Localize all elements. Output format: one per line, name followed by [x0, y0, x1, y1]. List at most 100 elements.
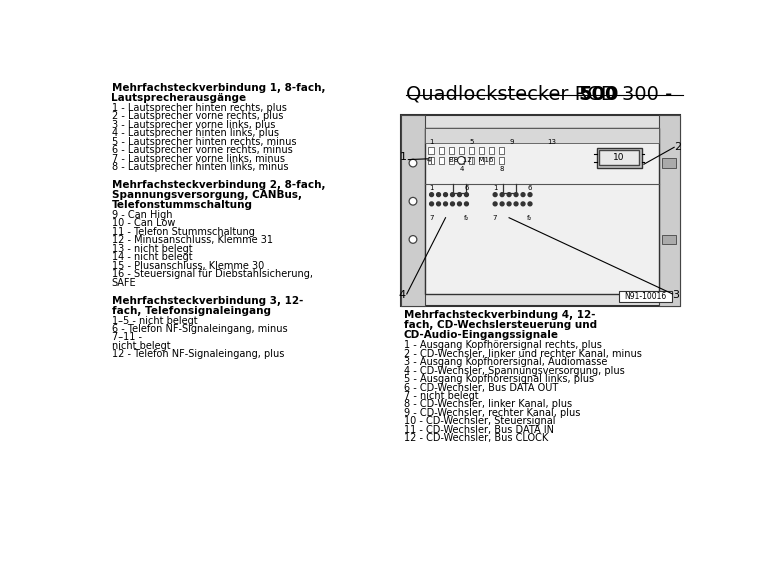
Text: 11 - Telefon Stummschaltung: 11 - Telefon Stummschaltung [111, 227, 254, 237]
Bar [458, 157, 464, 164]
Bar [429, 157, 434, 164]
Bar [599, 150, 639, 165]
Text: 4|: 4| [427, 157, 434, 164]
Circle shape [521, 202, 525, 206]
Bar [499, 147, 505, 154]
Text: 12 - Telefon NF-Signaleingang, plus: 12 - Telefon NF-Signaleingang, plus [111, 350, 284, 359]
Text: 6 - CD-Wechsler, Bus DATA OUT: 6 - CD-Wechsler, Bus DATA OUT [404, 382, 558, 392]
Bar [662, 235, 676, 244]
Circle shape [528, 202, 532, 206]
Circle shape [500, 202, 504, 206]
Text: 13 - nicht belegt: 13 - nicht belegt [111, 244, 192, 254]
Circle shape [514, 202, 518, 206]
Text: 1 - Ausgang Kopfhörersignal rechts, plus: 1 - Ausgang Kopfhörersignal rechts, plus [404, 340, 601, 350]
Circle shape [528, 193, 532, 196]
Circle shape [409, 159, 417, 167]
Text: fach, Telefonsignaleingang: fach, Telefonsignaleingang [111, 305, 270, 316]
Text: 3 - Lautsprecher vorne links, plus: 3 - Lautsprecher vorne links, plus [111, 120, 275, 130]
Text: nicht belegt: nicht belegt [111, 341, 170, 351]
Text: f₂: f₂ [464, 215, 469, 221]
Text: 3 - Ausgang Kopfhörersignal, Audiomasse: 3 - Ausgang Kopfhörersignal, Audiomasse [404, 357, 607, 367]
Circle shape [451, 193, 455, 196]
Text: 10: 10 [614, 153, 625, 162]
Circle shape [429, 193, 433, 196]
Text: 7–11 -: 7–11 - [111, 332, 141, 343]
Text: 12 - Minusanschluss, Klemme 31: 12 - Minusanschluss, Klemme 31 [111, 236, 273, 245]
Circle shape [409, 236, 417, 243]
Circle shape [409, 198, 417, 205]
Bar [449, 157, 454, 164]
Text: 4 - CD-Wechsler, Spannungsversorgung, plus: 4 - CD-Wechsler, Spannungsversorgung, pl… [404, 366, 624, 376]
Text: 16 - Steuersignal für Diebstahlsicherung,: 16 - Steuersignal für Diebstahlsicherung… [111, 270, 313, 279]
Text: 5 - Lautsprecher hinten rechts, minus: 5 - Lautsprecher hinten rechts, minus [111, 137, 296, 147]
Circle shape [458, 157, 465, 164]
Text: Quadlockstecker RCD 300 -: Quadlockstecker RCD 300 - [406, 85, 678, 104]
Circle shape [493, 202, 497, 206]
Circle shape [514, 193, 518, 196]
Bar [468, 157, 474, 164]
Text: 2: 2 [674, 142, 680, 152]
Text: 7: 7 [493, 215, 498, 221]
Text: 7 - nicht belegt: 7 - nicht belegt [404, 391, 478, 401]
Bar [425, 128, 660, 143]
Circle shape [458, 193, 462, 196]
Bar [660, 115, 680, 306]
Bar [479, 157, 485, 164]
Text: 7: 7 [429, 215, 434, 221]
Text: 500: 500 [578, 85, 618, 104]
Bar [449, 147, 454, 154]
Text: 9 - Can High: 9 - Can High [111, 210, 172, 220]
Text: 2 - CD-Wechsler, linker und rechter Kanal, minus: 2 - CD-Wechsler, linker und rechter Kana… [404, 348, 641, 359]
Circle shape [437, 202, 441, 206]
Text: Mehrfachsteckverbindung 2, 8-fach,: Mehrfachsteckverbindung 2, 8-fach, [111, 180, 325, 190]
Bar [439, 157, 444, 164]
Circle shape [493, 193, 497, 196]
Text: fach, CD-Wechslersteuerung und: fach, CD-Wechslersteuerung und [404, 320, 597, 330]
Bar [662, 158, 676, 168]
Text: 1: 1 [400, 151, 407, 161]
Text: 1: 1 [429, 185, 434, 191]
Text: 10 - Can Low: 10 - Can Low [111, 218, 175, 229]
Circle shape [500, 193, 504, 196]
Text: 1: 1 [493, 185, 498, 191]
Circle shape [458, 202, 462, 206]
Bar [401, 115, 680, 306]
Text: 8 - Lautsprecher hinten links, minus: 8 - Lautsprecher hinten links, minus [111, 162, 288, 172]
Text: 6 - Telefon NF-Signaleingang, minus: 6 - Telefon NF-Signaleingang, minus [111, 324, 287, 334]
Bar [439, 147, 444, 154]
Text: f₂: f₂ [528, 215, 533, 221]
Text: 2 - Lautsprecher vorne rechts, plus: 2 - Lautsprecher vorne rechts, plus [111, 112, 283, 122]
Text: 12 - CD-Wechsler, Bus CLOCK: 12 - CD-Wechsler, Bus CLOCK [404, 433, 548, 444]
Circle shape [465, 193, 468, 196]
Bar [479, 147, 485, 154]
Circle shape [465, 202, 468, 206]
Bar [468, 147, 474, 154]
Text: Lautsprecherausgänge: Lautsprecherausgänge [111, 93, 247, 103]
Bar [619, 291, 672, 302]
Text: 1–5 - nicht belegt: 1–5 - nicht belegt [111, 316, 197, 325]
Text: 1 - Lautsprecher hinten rechts, plus: 1 - Lautsprecher hinten rechts, plus [111, 103, 286, 113]
Circle shape [444, 202, 448, 206]
Circle shape [444, 193, 448, 196]
Bar [489, 147, 495, 154]
Text: 7 - Lautsprecher vorne links, minus: 7 - Lautsprecher vorne links, minus [111, 154, 284, 164]
Text: 6: 6 [528, 185, 532, 191]
Text: 5 - Ausgang Kopfhörersignal links, plus: 5 - Ausgang Kopfhörersignal links, plus [404, 374, 594, 384]
Text: Mehrfachsteckverbindung 1, 8-fach,: Mehrfachsteckverbindung 1, 8-fach, [111, 83, 325, 93]
Text: Spannungsversorgung, CANBus,: Spannungsversorgung, CANBus, [111, 190, 302, 200]
Circle shape [451, 202, 455, 206]
Text: 6: 6 [464, 185, 468, 191]
Text: 5: 5 [469, 139, 474, 145]
Text: Telefonstummschaltung: Telefonstummschaltung [111, 200, 253, 210]
Text: CD-Audio-Eingangssignale: CD-Audio-Eingangssignale [404, 330, 558, 340]
Text: B8  12|  M16: B8 12| M16 [449, 157, 493, 164]
Circle shape [507, 202, 511, 206]
Text: 9 - CD-Wechsler, rechter Kanal, plus: 9 - CD-Wechsler, rechter Kanal, plus [404, 408, 580, 418]
Circle shape [429, 202, 433, 206]
Bar [489, 157, 495, 164]
Bar [429, 147, 434, 154]
Text: 4: 4 [399, 290, 406, 301]
Text: 8 - CD-Wechsler, linker Kanal, plus: 8 - CD-Wechsler, linker Kanal, plus [404, 399, 572, 410]
Text: 15 - Plusanschluss, Klemme 30: 15 - Plusanschluss, Klemme 30 [111, 261, 263, 271]
Text: 4 - Lautsprecher hinten links, plus: 4 - Lautsprecher hinten links, plus [111, 128, 279, 138]
